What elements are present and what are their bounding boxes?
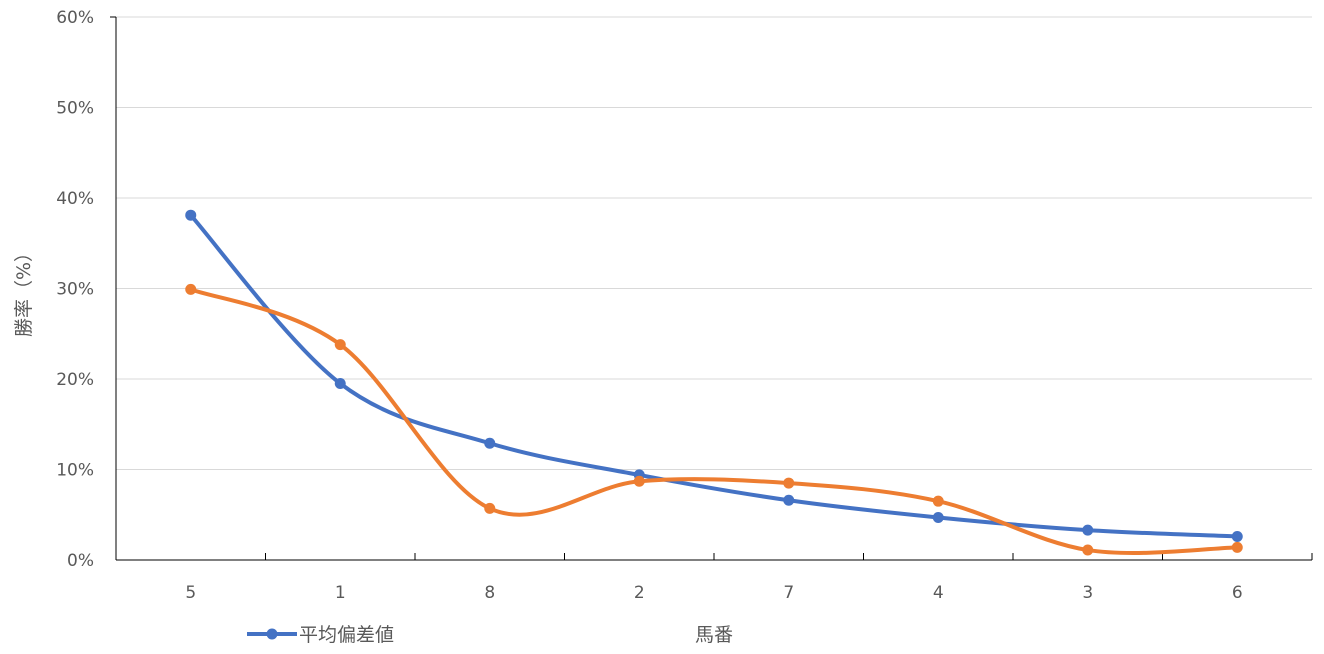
y-axis-title: 勝率（%）: [13, 243, 35, 337]
data-point: [334, 339, 346, 351]
series-lines: [185, 209, 1243, 556]
x-tick-label: 3: [1082, 583, 1093, 603]
y-tick-label: 40%: [56, 189, 94, 209]
x-tick-label: 5: [185, 583, 196, 603]
data-point: [1082, 544, 1094, 556]
x-tick-label: 8: [484, 583, 495, 603]
data-point: [783, 494, 795, 506]
legend: 平均偏差値: [247, 624, 394, 646]
y-tick-label: 30%: [56, 280, 94, 300]
gridlines: [116, 16, 1312, 470]
data-point: [1231, 541, 1243, 553]
y-tick-label: 20%: [56, 370, 94, 390]
x-tick-label: 2: [634, 583, 645, 603]
x-axis-title: 馬番: [695, 624, 733, 646]
legend-swatch-marker: [266, 628, 278, 640]
data-point: [932, 495, 944, 507]
data-point: [633, 475, 645, 487]
data-point: [932, 511, 944, 523]
y-tick-label: 10%: [56, 461, 94, 481]
y-tick-label: 60%: [56, 8, 94, 28]
series-2: [185, 283, 1243, 556]
series-line: [188, 213, 1240, 539]
data-point: [1231, 530, 1243, 542]
y-tick-label: 0%: [67, 551, 94, 571]
x-tick-label: 6: [1232, 583, 1243, 603]
y-tick-label: 50%: [56, 99, 94, 119]
x-tick-label: 7: [783, 583, 794, 603]
data-point: [185, 283, 197, 295]
axes: [110, 16, 1313, 561]
legend-label: 平均偏差値: [299, 624, 394, 646]
series-line: [188, 287, 1240, 555]
series-1: [185, 209, 1243, 542]
x-tick-labels: 5 1 8 2 7 4 3 6: [185, 583, 1242, 603]
data-point: [484, 437, 496, 449]
x-tick-label: 1: [335, 583, 346, 603]
data-point: [783, 477, 795, 489]
data-point: [185, 209, 197, 221]
data-point: [484, 502, 496, 514]
x-tick-label: 4: [933, 583, 944, 603]
data-point: [1082, 524, 1094, 536]
data-point: [334, 378, 346, 390]
y-tick-labels: 0% 10% 20% 30% 40% 50% 60%: [56, 8, 94, 571]
